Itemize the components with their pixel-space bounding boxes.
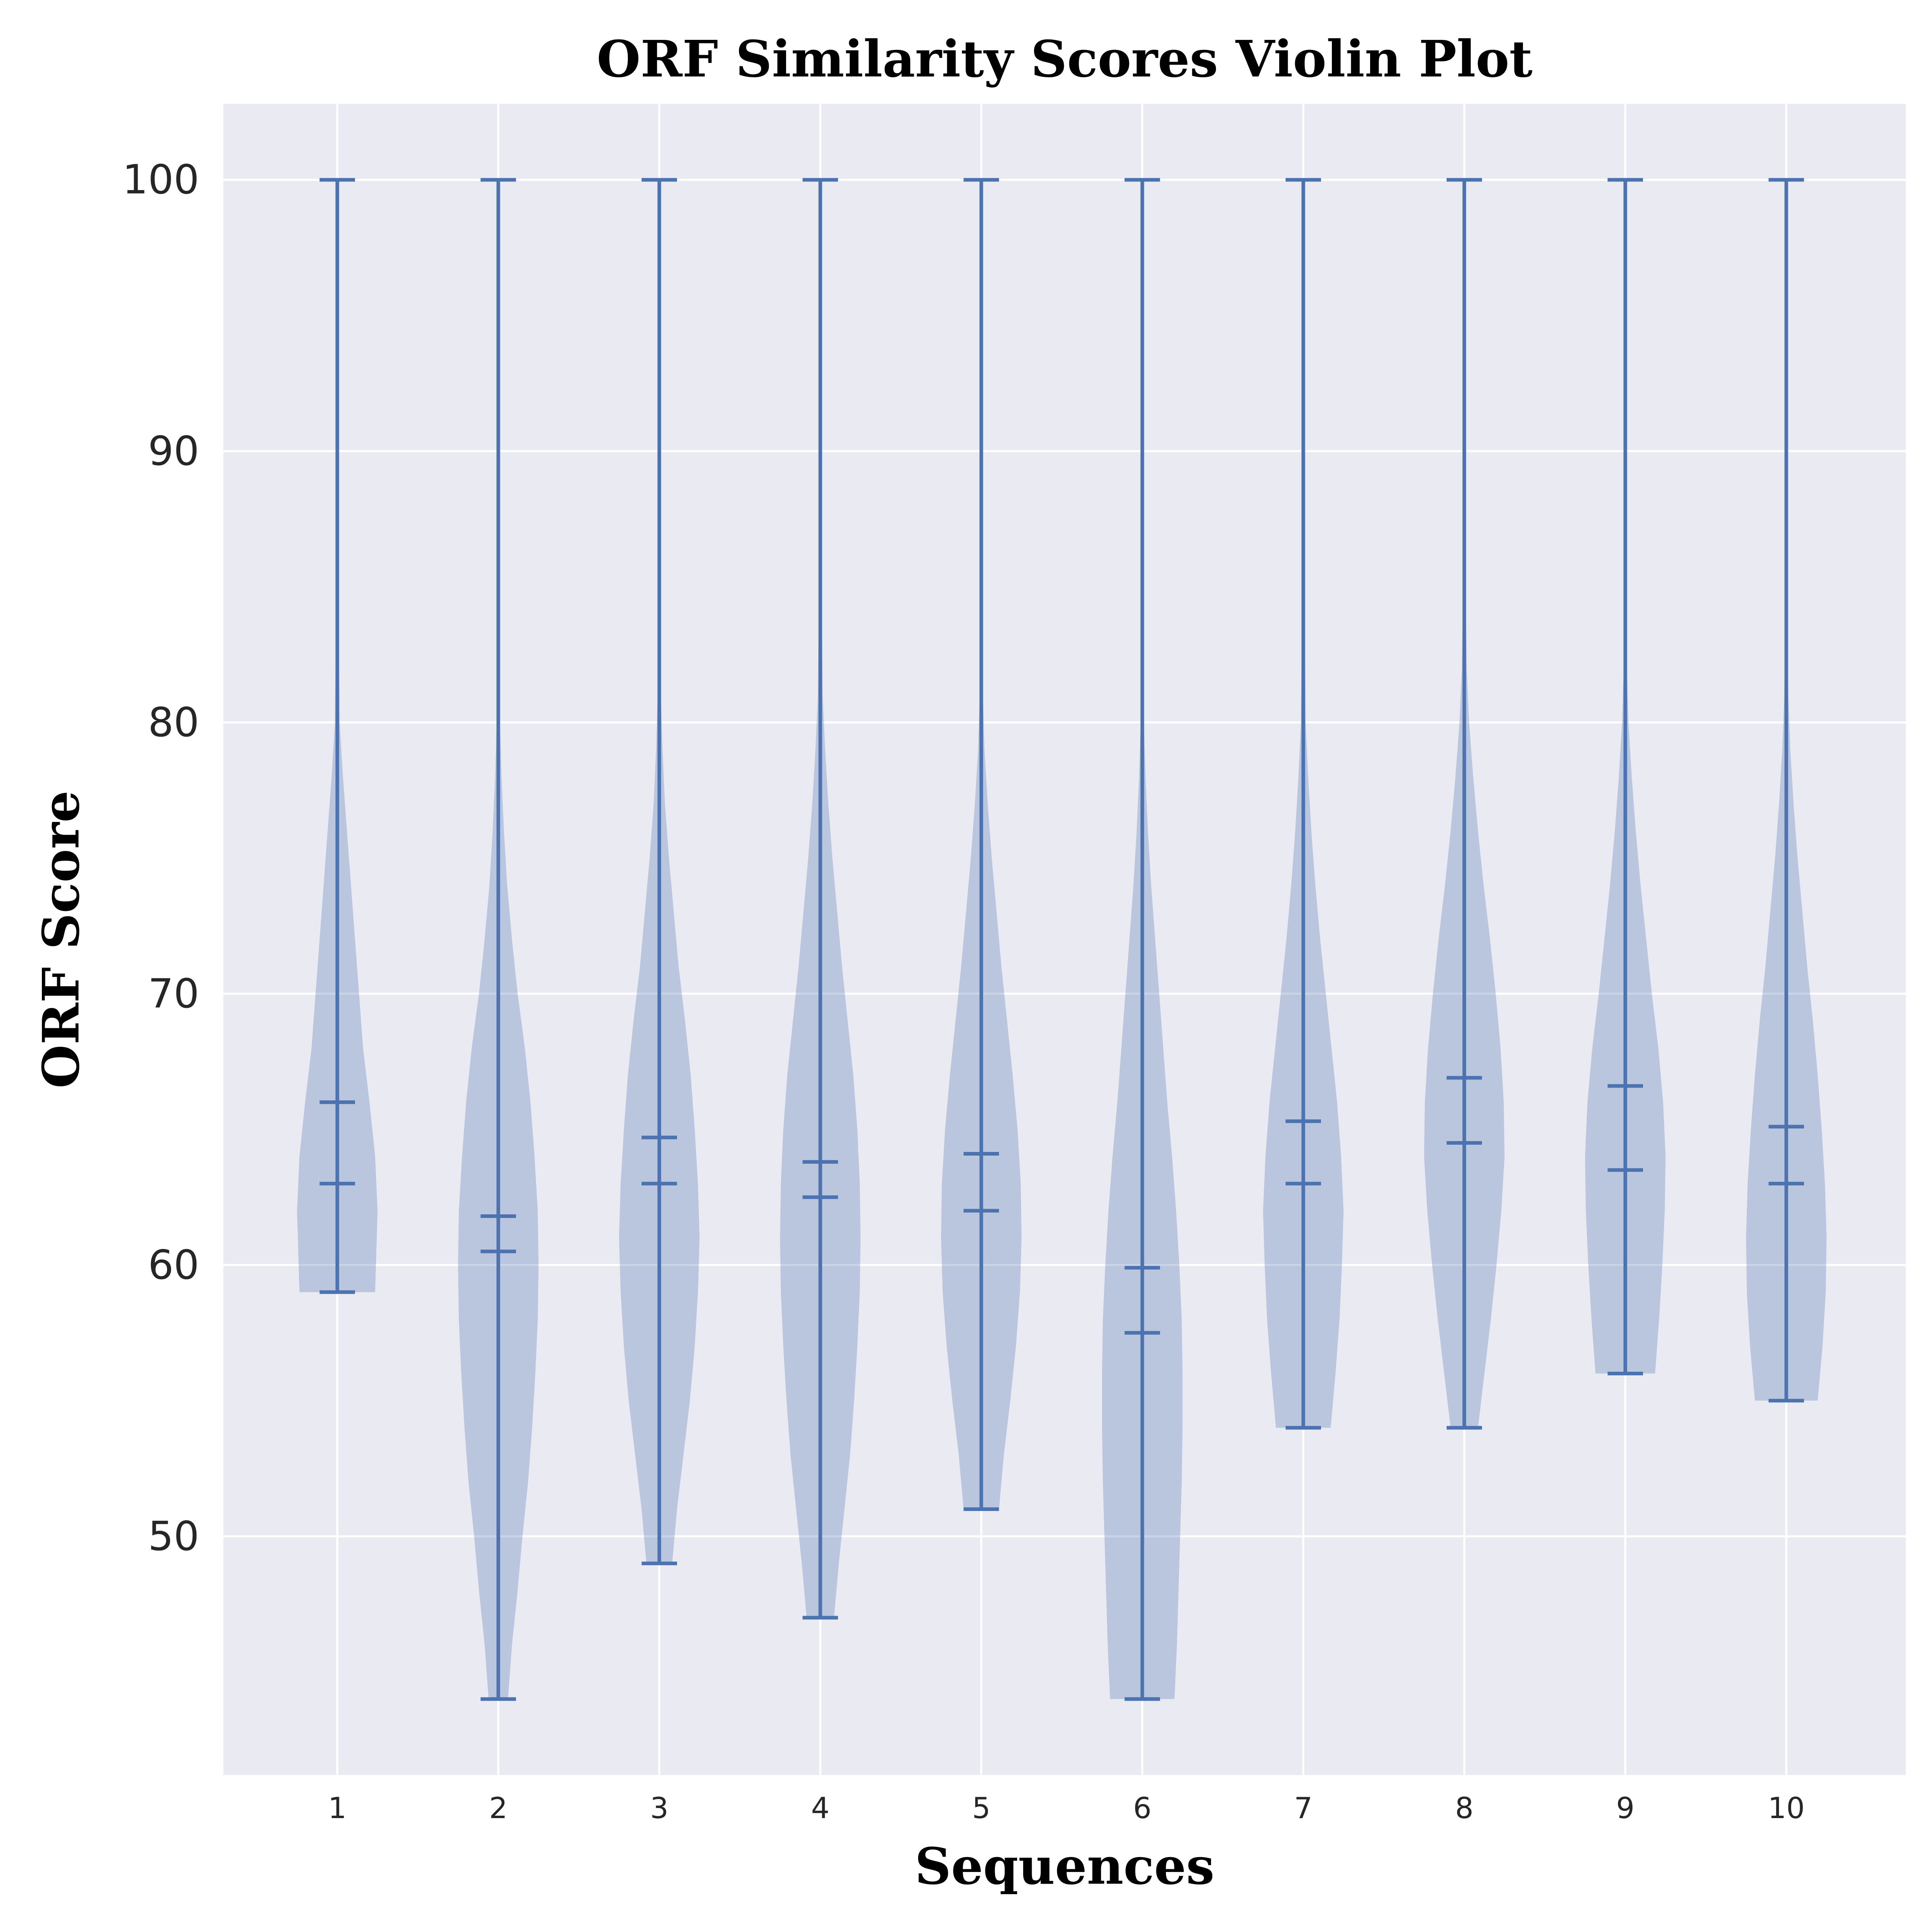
x-tick-label: 7 [1294,1791,1313,1825]
violins [297,178,1827,1701]
violin-4 [780,178,861,1620]
y-tick-label: 90 [148,427,199,475]
violin-5 [941,178,1022,1511]
x-tick-label: 6 [1133,1791,1152,1825]
x-tick-labels: 1 2 3 4 5 6 7 8 9 10 [328,1791,1805,1825]
y-tick-label: 60 [148,1241,199,1288]
y-axis-label: ORF Score [32,791,91,1088]
violin-3 [619,178,700,1565]
x-tick-label: 5 [972,1791,991,1825]
violin-7 [1263,178,1344,1430]
violin-2 [458,178,539,1701]
violin-1 [297,178,378,1294]
x-axis-label: Sequences [915,1837,1215,1896]
x-tick-label: 9 [1616,1791,1635,1825]
violin-9 [1585,178,1666,1375]
y-tick-labels: 50 60 70 80 90 100 [122,156,199,1560]
x-tick-label: 10 [1768,1791,1805,1825]
x-tick-label: 1 [328,1791,347,1825]
x-tick-label: 3 [650,1791,669,1825]
y-tick-label: 80 [148,699,199,746]
chart-title: ORF Similarity Scores Violin Plot [597,30,1533,89]
x-tick-label: 2 [489,1791,508,1825]
violin-6 [1102,178,1183,1701]
y-tick-label: 70 [148,970,199,1017]
y-tick-label: 100 [122,156,199,203]
violin-10 [1746,178,1827,1403]
y-tick-label: 50 [148,1513,199,1560]
x-tick-label: 4 [811,1791,830,1825]
violin-8 [1424,178,1505,1430]
x-tick-label: 8 [1455,1791,1474,1825]
